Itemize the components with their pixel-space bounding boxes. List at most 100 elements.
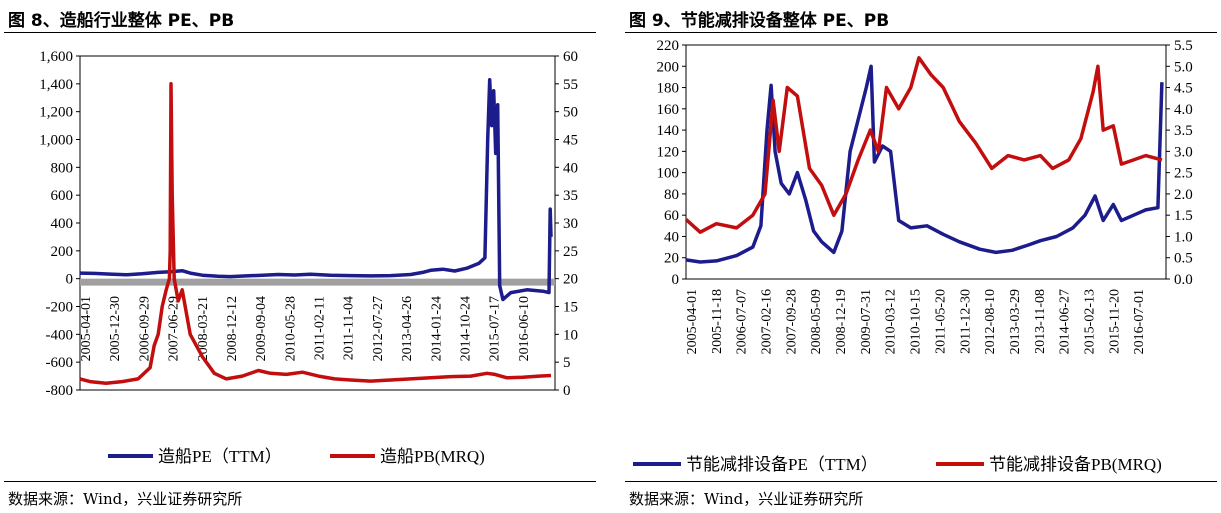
plot-frame [685,44,1167,280]
x-tick-label: 2014-10-24 [458,296,473,361]
y-right-tick-label: 5.0 [1174,59,1193,75]
legend-pe-label: 造船PE（TTM） [158,447,282,466]
y-left-tick-label: -400 [46,327,74,343]
y-right-tick-label: 1.5 [1174,208,1193,224]
y-right-tick-label: 2.0 [1174,187,1193,203]
y-left-tick-label: 1,600 [39,49,73,65]
y-left-tick-label: 120 [657,144,680,160]
x-tick-label: 2008-05-09 [809,289,824,354]
x-tick-label: 2008-12-12 [225,296,240,361]
left-figure: 图 8、造船行业整体 PE、PB 1,600 1,400 1,200 1,000 800… [0,0,600,513]
y-left-tick-label: -800 [46,383,74,399]
pb-series-line [79,82,552,386]
x-tick-label: 2012-08-10 [983,289,998,354]
y-right-tick-label: 3.5 [1174,123,1193,139]
y-right-tick-label: 0 [563,383,571,399]
title-rule [625,32,1217,33]
x-tick-label: 2006-09-29 [137,296,152,361]
x-tick-label: 2008-12-19 [834,289,849,354]
y-right-tick-label: 35 [563,188,578,204]
y-right-tick-label: 50 [563,105,578,121]
x-tick-label: 2005-12-30 [108,296,123,361]
y-left-tick-label: 200 [657,59,680,75]
y-left-tick-label: 1,400 [39,77,73,93]
x-tick-label: 2005-11-18 [710,289,725,354]
y-left-tick-label: 600 [51,188,74,204]
pb-series-line [684,56,1163,234]
y-left-tick-label: 140 [657,123,680,139]
y-right-tick-label: 3.0 [1174,144,1193,160]
y-left-tick-label: 20 [664,251,679,267]
y-right-tick-label: 40 [563,160,578,176]
y-right-tick-label: 4.5 [1174,81,1193,97]
x-tick-label: 2010-03-12 [884,289,899,354]
y-right-tick-label: 55 [563,77,578,93]
x-tick-label: 2009-09-04 [254,296,269,361]
y-right-tick-label: 5 [563,355,571,371]
y-left-tick-label: -600 [46,355,74,371]
y-left-tick-label: 1,000 [39,133,73,149]
y-left-tick-label: 180 [657,81,680,97]
y-left-tick-label: 0 [672,272,680,288]
x-tick-label: 2013-11-08 [1033,289,1048,354]
x-tick-label: 2009-07-31 [859,289,874,354]
y-right-tick-label: 4.0 [1174,102,1193,118]
x-tick-label: 2007-02-16 [760,289,775,354]
x-tick-label: 2007-09-28 [784,289,799,354]
figure-title: 图 9、节能减排设备整体 PE、PB [629,11,890,31]
x-tick-label: 2015-02-13 [1082,289,1097,354]
x-tick-label: 2013-04-26 [400,296,415,361]
x-tick-label: 2006-07-07 [735,289,750,354]
shipbuilding-pe-pb-chart: 1,6001,4001,2001,0008006004002000-200-40… [39,49,578,466]
energy-saving-pe-pb-chart: 2202001801601401201008060402005.55.04.54… [633,38,1193,474]
figure-title: 图 8、造船行业整体 PE、PB [8,11,235,31]
y-left-tick-label: 80 [664,187,679,203]
x-tick-label: 2011-02-11 [313,296,328,360]
y-right-tick-label: 30 [563,216,578,232]
legend-pe-label: 节能减排设备PE（TTM） [686,455,878,474]
x-tick-label: 2014-06-27 [1058,289,1073,354]
y-right-tick-label: 20 [563,272,578,288]
y-left-tick-label: 1,200 [39,105,73,121]
x-tick-label: 2005-04-01 [685,289,700,354]
y-left-tick-label: -200 [46,300,74,316]
x-tick-label: 2016-06-10 [517,296,532,361]
y-right-tick-label: 45 [563,133,578,149]
legend-pb-label: 造船PB(MRQ) [380,447,485,466]
source-rule [4,481,596,482]
zero-band [80,278,555,286]
y-left-tick-label: 400 [51,216,74,232]
y-left-tick-label: 220 [657,38,680,54]
y-left-tick-label: 200 [51,244,74,260]
x-tick-label: 2014-01-24 [429,296,444,361]
y-right-tick-label: 5.5 [1174,38,1193,54]
y-right-tick-label: 0.0 [1174,272,1193,288]
x-tick-label: 2011-11-04 [342,296,357,360]
x-tick-label: 2008-03-21 [196,296,211,361]
y-right-tick-label: 60 [563,49,578,65]
y-right-tick-label: 1.0 [1174,229,1193,245]
y-right-tick-label: 15 [563,300,578,316]
x-tick-label: 2005-04-01 [79,296,94,361]
x-tick-label: 2015-11-20 [1107,289,1122,354]
y-right-tick-label: 2.5 [1174,166,1193,182]
x-tick-label: 2016-07-01 [1132,289,1147,354]
x-tick-label: 2012-07-27 [371,296,386,361]
legend-pb-label: 节能减排设备PB(MRQ) [989,455,1162,474]
y-right-tick-label: 25 [563,244,578,260]
y-right-tick-label: 0.5 [1174,251,1193,267]
x-tick-label: 2013-03-29 [1008,289,1023,354]
title-rule [4,32,596,33]
y-right-tick-label: 10 [563,327,578,343]
right-figure: 图 9、节能减排设备整体 PE、PB 220 200 180 160 140 120 100… [621,0,1221,513]
x-tick-label: 2015-07-17 [488,296,503,361]
y-left-tick-label: 40 [664,229,679,245]
x-tick-label: 2011-05-20 [933,289,948,354]
y-left-tick-label: 100 [657,166,680,182]
y-left-tick-label: 60 [664,208,679,224]
y-left-tick-label: 0 [66,272,74,288]
x-tick-label: 2011-12-30 [958,289,973,354]
source-rule [625,481,1217,482]
source-note: 数据来源：Wind，兴业证券研究所 [8,490,243,508]
y-left-tick-label: 160 [657,102,680,118]
